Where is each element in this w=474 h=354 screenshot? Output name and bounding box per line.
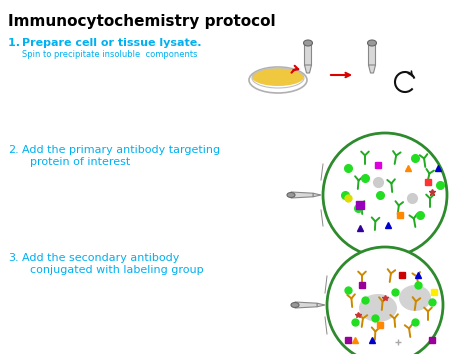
Polygon shape [317,303,325,307]
Ellipse shape [303,40,312,46]
Polygon shape [304,65,311,73]
Ellipse shape [291,303,299,308]
Text: Prepare cell or tissue lysate.: Prepare cell or tissue lysate. [22,38,201,48]
FancyArrowPatch shape [292,66,298,73]
Ellipse shape [399,285,431,311]
Polygon shape [368,65,375,73]
Circle shape [327,247,443,354]
Text: 3.: 3. [8,253,18,263]
Polygon shape [304,43,311,65]
Text: conjugated with labeling group: conjugated with labeling group [30,265,204,275]
Text: 2.: 2. [8,145,19,155]
Polygon shape [291,192,313,198]
Polygon shape [368,43,375,65]
Ellipse shape [252,68,304,86]
Ellipse shape [287,193,295,198]
Text: protein of interest: protein of interest [30,157,130,167]
Text: Add the secondary antibody: Add the secondary antibody [22,253,179,263]
Text: 1.: 1. [8,38,24,48]
Text: Immunocytochemistry protocol: Immunocytochemistry protocol [8,14,275,29]
Polygon shape [313,193,321,197]
Polygon shape [295,302,317,308]
Text: Spin to precipitate insoluble  components: Spin to precipitate insoluble components [22,50,198,59]
Ellipse shape [367,40,376,46]
Circle shape [323,133,447,257]
Text: Add the primary antibody targeting: Add the primary antibody targeting [22,145,220,155]
Ellipse shape [359,294,397,322]
